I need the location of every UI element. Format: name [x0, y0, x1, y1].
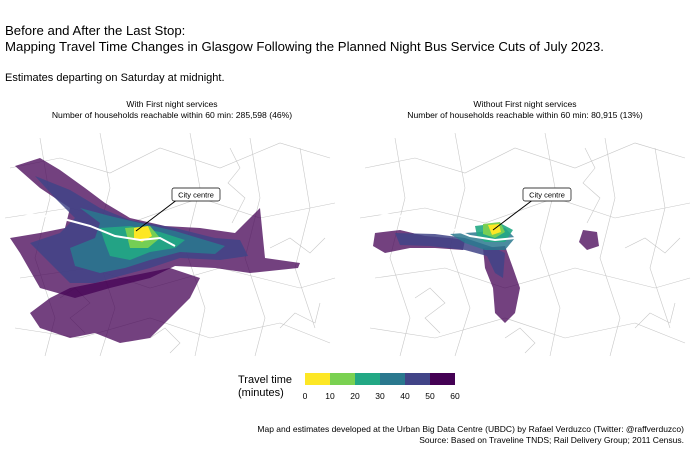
river-clyde-right	[374, 212, 531, 247]
area-10	[134, 226, 152, 242]
legend-tick-30: 30	[375, 391, 385, 401]
legend-tick-0: 0	[302, 391, 308, 401]
left-panel-households: Number of households reachable within 60…	[51, 109, 293, 120]
legend-swatch-50-60	[430, 373, 455, 385]
map-with-night-services-svg: City centre	[4, 132, 336, 357]
city-centre-callout: City centre	[135, 187, 221, 232]
legend-swatch-30-40	[380, 373, 405, 385]
legend-tick-10: 10	[325, 391, 335, 401]
travel-time-areas-right	[373, 222, 599, 323]
caption-credit: Map and estimates developed at the Urban…	[257, 424, 684, 434]
travel-time-areas	[10, 158, 300, 343]
callout-leader-line	[135, 195, 183, 232]
title-line-2: Mapping Travel Time Changes in Glasgow F…	[5, 39, 604, 54]
title-line-1: Before and After the Last Stop:	[5, 23, 186, 38]
legend-swatch-10-20	[330, 373, 355, 385]
legend-title-line-2: (minutes)	[238, 387, 284, 399]
area-60-south	[30, 268, 200, 343]
travel-time-legend: Travel time (minutes) 0 10 20 30 40 50 6…	[238, 372, 478, 412]
left-panel-title: With First night services	[126, 99, 218, 109]
chart-caption: Map and estimates developed at the Urban…	[257, 424, 684, 445]
legend-tick-20: 20	[350, 391, 360, 401]
legend-tick-40: 40	[400, 391, 410, 401]
caption-source: Source: Based on Traveline TNDS; Rail De…	[419, 434, 684, 445]
callout-box-right	[522, 187, 572, 202]
map-with-night-services: City centre	[0, 128, 340, 360]
right-panel-heading: Without First night services Number of h…	[360, 99, 690, 120]
right-panel-title: Without First night services	[473, 99, 577, 109]
chart-subtitle: Estimates departing on Saturday at midni…	[5, 72, 225, 84]
legend-tick-50: 50	[425, 391, 435, 401]
callout-label: City centre	[178, 191, 214, 200]
callout-leader-line-right	[492, 195, 539, 231]
legend-color-bar	[305, 373, 455, 385]
legend-tick-60: 60	[450, 391, 460, 401]
river-clyde	[19, 212, 176, 247]
road-network-right	[359, 132, 691, 357]
map-without-night-services: City centre	[355, 128, 695, 360]
left-panel-heading: With First night services Number of hous…	[7, 99, 337, 120]
legend-swatch-40-50	[405, 373, 430, 385]
area-60-east	[579, 230, 599, 250]
callout-label-right: City centre	[529, 191, 565, 200]
right-panel-households: Number of households reachable within 60…	[407, 109, 643, 120]
city-centre-callout-right: City centre	[492, 187, 572, 231]
chart-title: Before and After the Last Stop: Mapping …	[5, 23, 604, 55]
legend-title: Travel time (minutes)	[238, 374, 300, 400]
callout-box	[171, 187, 221, 202]
legend-ticks: 0 10 20 30 40 50 60	[302, 391, 505, 403]
legend-swatch-0-10	[305, 373, 330, 385]
map-without-night-services-svg: City centre	[359, 132, 691, 357]
legend-swatch-20-30	[355, 373, 380, 385]
legend-title-line-1: Travel time	[238, 374, 292, 386]
